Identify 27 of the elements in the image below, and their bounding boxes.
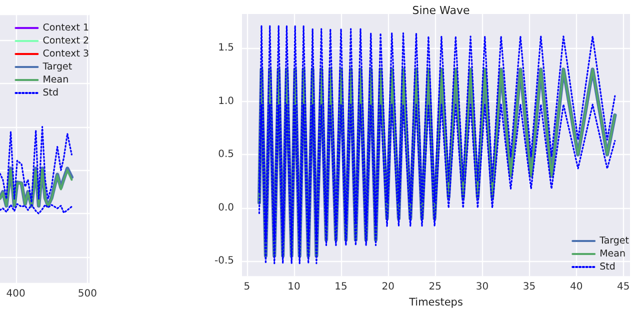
x-tick-label: 40 xyxy=(570,282,583,293)
x-tick-label: 10 xyxy=(288,282,300,293)
x-tick-label: 400 xyxy=(6,288,26,300)
y-tick-label: 0.0 xyxy=(218,202,234,214)
x-tick-label: 15 xyxy=(334,282,348,293)
legend-label: Mean xyxy=(600,248,626,260)
x-tick-label: 45 xyxy=(617,282,630,293)
x-tick-label: 500 xyxy=(78,288,98,300)
legend-label: Std xyxy=(42,88,59,98)
legend-label: Context 3 xyxy=(42,48,89,60)
legend-label: Context 1 xyxy=(42,22,89,34)
legend-label: Std xyxy=(600,262,616,272)
y-tick-label: 1.0 xyxy=(218,96,234,107)
x-tick-label: 25 xyxy=(428,282,442,293)
legend-label: Mean xyxy=(42,74,69,86)
y-tick-label: -0.5 xyxy=(214,256,234,267)
x-tick-label: 20 xyxy=(382,282,394,293)
y-tick-label: 1.5 xyxy=(218,42,234,54)
x-tick-label: 5 xyxy=(244,282,250,293)
x-tick-label: 35 xyxy=(522,282,536,293)
chart-title: Sine Wave xyxy=(412,4,470,17)
legend-label: Target xyxy=(598,236,630,246)
legend-label: Context 2 xyxy=(42,36,89,46)
x-tick-label: 30 xyxy=(476,282,489,293)
x-axis-title: Timesteps xyxy=(408,296,463,308)
legend-label: Target xyxy=(42,62,72,72)
y-tick-label: 0.5 xyxy=(218,149,234,160)
